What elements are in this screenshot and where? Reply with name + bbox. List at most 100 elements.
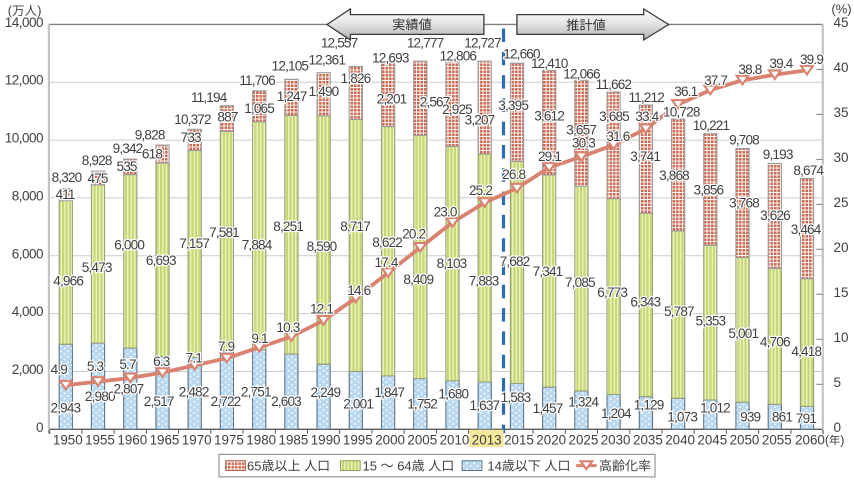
svg-text:2,943: 2,943: [51, 400, 81, 415]
svg-text:7,085: 7,085: [565, 275, 595, 290]
svg-text:): ): [840, 434, 844, 448]
svg-text:8,674: 8,674: [793, 163, 824, 178]
svg-text:1980: 1980: [246, 433, 276, 448]
svg-text:2,603: 2,603: [271, 394, 301, 409]
svg-text:1990: 1990: [311, 433, 341, 448]
svg-text:1960: 1960: [117, 433, 147, 448]
svg-text:1,204: 1,204: [601, 406, 632, 421]
svg-text:5,001: 5,001: [728, 326, 758, 341]
svg-text:65: 65: [247, 458, 261, 473]
svg-text:12,105: 12,105: [272, 59, 309, 74]
svg-text:10: 10: [834, 330, 849, 345]
svg-text:12,557: 12,557: [321, 36, 358, 51]
svg-text:3,741: 3,741: [630, 149, 660, 164]
svg-text:2015: 2015: [504, 433, 534, 448]
svg-text:15: 15: [363, 458, 377, 473]
svg-text:411: 411: [55, 187, 74, 202]
svg-text:2025: 2025: [569, 433, 599, 448]
svg-text:6,000: 6,000: [12, 246, 43, 261]
svg-text:1970: 1970: [182, 433, 212, 448]
svg-text:14.6: 14.6: [347, 283, 370, 298]
svg-text:535: 535: [117, 159, 137, 174]
svg-text:15: 15: [834, 285, 849, 300]
svg-text:1,752: 1,752: [407, 396, 437, 411]
svg-text:11,212: 11,212: [628, 90, 664, 105]
svg-text:7,682: 7,682: [500, 254, 530, 269]
svg-text:45: 45: [834, 15, 849, 30]
svg-text:12,777: 12,777: [407, 36, 444, 51]
svg-text:10,728: 10,728: [663, 105, 700, 120]
svg-text:1,847: 1,847: [374, 385, 404, 400]
svg-text:0: 0: [36, 420, 43, 435]
svg-text:64: 64: [397, 458, 411, 473]
svg-text:30: 30: [834, 150, 849, 165]
svg-text:2040: 2040: [665, 433, 695, 448]
svg-text:7.1: 7.1: [186, 350, 203, 365]
svg-text:4.9: 4.9: [51, 362, 68, 377]
svg-text:939: 939: [740, 410, 760, 425]
svg-text:): ): [37, 4, 41, 18]
svg-text:2000: 2000: [375, 433, 405, 448]
svg-text:1,065: 1,065: [244, 101, 274, 116]
svg-text:12,806: 12,806: [440, 48, 477, 63]
svg-text:14: 14: [487, 458, 501, 473]
svg-text:6,693: 6,693: [146, 253, 176, 268]
svg-text:2005: 2005: [407, 433, 437, 448]
svg-text:1985: 1985: [279, 433, 309, 448]
svg-text:791: 791: [796, 411, 816, 426]
svg-text:1955: 1955: [85, 433, 115, 448]
svg-text:5: 5: [834, 375, 842, 390]
svg-text:29.1: 29.1: [538, 149, 561, 164]
svg-text:2045: 2045: [697, 433, 727, 448]
svg-text:25.2: 25.2: [469, 183, 492, 198]
svg-text:40: 40: [834, 60, 849, 75]
svg-text:2013: 2013: [472, 433, 502, 448]
svg-text:861: 861: [772, 410, 792, 425]
svg-text:6,773: 6,773: [597, 285, 627, 300]
svg-text:1,680: 1,680: [438, 387, 469, 402]
svg-text:2,980: 2,980: [85, 389, 116, 404]
svg-text:9,342: 9,342: [113, 141, 143, 156]
svg-text:11,194: 11,194: [191, 90, 228, 105]
svg-text:9.1: 9.1: [251, 331, 268, 346]
svg-text:3,464: 3,464: [791, 222, 822, 237]
svg-text:1,012: 1,012: [700, 400, 730, 415]
svg-text:33.4: 33.4: [635, 109, 659, 124]
svg-text:3,395: 3,395: [498, 98, 528, 113]
svg-text:1950: 1950: [53, 433, 83, 448]
svg-text:3,685: 3,685: [599, 109, 629, 124]
svg-text:26.8: 26.8: [502, 167, 525, 182]
svg-text:8,622: 8,622: [372, 235, 402, 250]
svg-text:6,000: 6,000: [114, 238, 145, 253]
svg-text:3,207: 3,207: [465, 113, 495, 128]
svg-text:(: (: [8, 4, 13, 18]
svg-text:7,341: 7,341: [533, 264, 563, 279]
svg-text:38.8: 38.8: [738, 62, 761, 77]
svg-text:6,343: 6,343: [630, 295, 660, 310]
svg-text:4,966: 4,966: [53, 274, 83, 289]
svg-text:11,662: 11,662: [596, 77, 632, 92]
svg-text:3,612: 3,612: [534, 109, 564, 124]
svg-text:(: (: [825, 434, 830, 448]
svg-text:1,637: 1,637: [470, 398, 500, 413]
svg-text:2,249: 2,249: [311, 385, 341, 400]
svg-text:1,490: 1,490: [309, 84, 340, 99]
svg-text:2035: 2035: [633, 433, 663, 448]
svg-text:1,457: 1,457: [533, 401, 563, 416]
svg-text:2,751: 2,751: [241, 384, 271, 399]
svg-text:2,925: 2,925: [442, 102, 472, 117]
svg-text:39.4: 39.4: [769, 56, 793, 71]
svg-text:12,361: 12,361: [309, 53, 346, 68]
svg-text:5,473: 5,473: [82, 260, 112, 275]
svg-text:2060: 2060: [795, 433, 825, 448]
svg-text:31.6: 31.6: [606, 129, 629, 144]
svg-text:9,828: 9,828: [135, 128, 165, 143]
svg-text:8,590: 8,590: [307, 239, 338, 254]
svg-text:10,221: 10,221: [693, 118, 730, 133]
svg-text:2,567: 2,567: [420, 94, 450, 109]
svg-text:20.2: 20.2: [402, 227, 425, 242]
svg-text:2050: 2050: [730, 433, 760, 448]
svg-text:8,717: 8,717: [340, 219, 370, 234]
svg-text:37.7: 37.7: [704, 73, 727, 88]
svg-text:11,706: 11,706: [239, 73, 275, 88]
